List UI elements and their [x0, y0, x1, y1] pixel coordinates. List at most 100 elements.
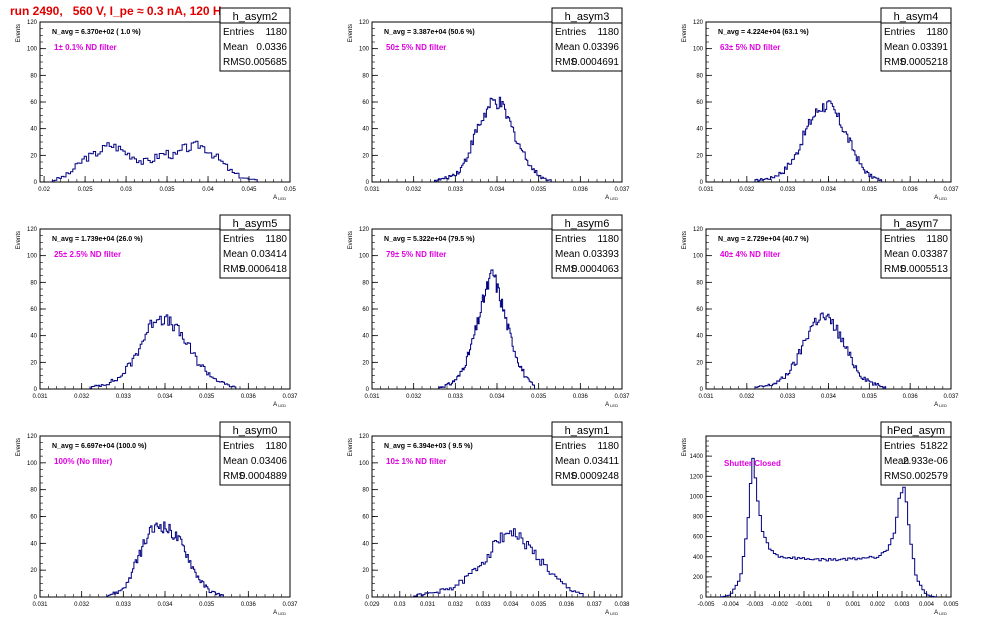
- stats-value: 2.933e-06: [903, 456, 948, 467]
- y-tick-label: 0: [34, 387, 38, 393]
- x-tick-label: 0.032: [406, 394, 422, 400]
- stats-label: RMS: [555, 57, 578, 68]
- filter-note: 50± 5% ND filter: [386, 43, 446, 52]
- x-tick-label: 0.032: [739, 187, 755, 193]
- x-tick-label: 0.037: [614, 394, 630, 400]
- stats-label: Mean: [223, 42, 248, 53]
- x-tick-label: 0.002: [870, 602, 886, 608]
- y-tick-label: 120: [27, 434, 38, 440]
- stats-value: 51822: [920, 441, 948, 452]
- y-tick-label: 0: [366, 180, 370, 186]
- y-tick-label: 40: [362, 127, 369, 133]
- y-axis-title: Events: [348, 231, 354, 249]
- stats-title: h_asym3: [565, 11, 610, 23]
- x-tick-label: 0.035: [862, 394, 878, 400]
- y-tick-label: 100: [359, 254, 370, 260]
- stats-label: RMS: [884, 471, 907, 482]
- y-tick-label: 60: [30, 100, 37, 106]
- y-tick-label: 80: [362, 73, 369, 79]
- navg-label: N_avg = 2.729e+04 (40.7 %): [718, 236, 809, 243]
- stats-box: [880, 7, 952, 72]
- y-tick-label: 20: [30, 568, 37, 574]
- x-tick-label: 0.036: [573, 187, 589, 193]
- x-tick-label: 0.035: [531, 187, 547, 193]
- y-tick-label: 100: [27, 47, 38, 53]
- stats-label: RMS: [555, 471, 578, 482]
- histogram-line: [754, 100, 883, 182]
- x-tick-label: 0.037: [614, 187, 630, 193]
- stats-value: 0.0004063: [572, 264, 620, 275]
- x-axis-title: A LED: [605, 195, 618, 201]
- stats-label: RMS: [555, 264, 578, 275]
- x-tick-label: 0.034: [821, 187, 837, 193]
- histogram-line: [106, 521, 224, 597]
- stats-value: 1180: [926, 234, 948, 245]
- x-tick-label: 0: [827, 602, 831, 608]
- y-tick-label: 1000: [690, 494, 704, 500]
- stats-value: 0.0009248: [572, 471, 620, 482]
- filter-note: 100% (No filter): [54, 457, 113, 466]
- y-tick-label: 80: [30, 280, 37, 286]
- histogram-panel-h_asym0: 0 20 40 60 80 100 120 0.031 0.032 0.033 0.034 0.035…: [16, 421, 298, 616]
- stats-title: h_asym1: [565, 425, 610, 437]
- filter-note: Shutter Closed: [724, 459, 781, 468]
- stats-label: Entries: [555, 234, 586, 245]
- stats-label: RMS: [884, 57, 907, 68]
- y-tick-label: 0: [34, 595, 38, 601]
- x-tick-label: 0.033: [448, 394, 464, 400]
- histogram-panel-h_asym2: 0 20 40 60 80 100 120 0.02 0.025 0.03 0.035 0.04 0.0…: [16, 7, 296, 201]
- y-tick-label: 0: [34, 180, 38, 186]
- y-tick-label: 80: [30, 488, 37, 494]
- x-tick-label: 0.032: [74, 394, 90, 400]
- y-tick-label: 120: [27, 20, 38, 26]
- x-tick-label: 0.032: [74, 602, 90, 608]
- navg-label: N_avg = 1.739e+04 (26.0 %): [52, 236, 143, 243]
- stats-box: [219, 214, 291, 279]
- y-tick-label: 100: [693, 47, 704, 53]
- stats-label: RMS: [223, 264, 246, 275]
- histogram-panel-h_asym4: 0 20 40 60 80 100 120 0.031 0.032 0.033 0.034 0.035…: [682, 7, 959, 201]
- y-tick-label: 60: [30, 515, 37, 521]
- x-axis-title: A LED: [934, 610, 947, 616]
- x-tick-label: 0.035: [862, 187, 878, 193]
- stats-box: [219, 421, 291, 486]
- y-tick-label: 120: [693, 227, 704, 233]
- y-tick-label: 20: [362, 360, 369, 366]
- y-tick-label: 40: [30, 127, 37, 133]
- y-tick-label: 60: [696, 307, 703, 313]
- histogram-line: [438, 269, 535, 389]
- x-tick-label: 0.004: [919, 602, 935, 608]
- stats-label: Entries: [884, 27, 915, 38]
- stats-label: Entries: [223, 27, 254, 38]
- stats-title: hPed_asym: [887, 425, 945, 437]
- y-axis-title: Events: [16, 438, 22, 456]
- x-tick-label: 0.036: [241, 394, 257, 400]
- x-tick-label: 0.003: [894, 602, 910, 608]
- stats-box: [219, 7, 291, 72]
- x-tick-label: 0.036: [559, 602, 575, 608]
- x-tick-label: 0.037: [282, 602, 298, 608]
- x-tick-label: 0.025: [78, 187, 94, 193]
- navg-label: N_avg = 5.322e+04 (79.5 %): [384, 236, 475, 243]
- histogram-line: [413, 528, 584, 597]
- y-tick-label: 60: [362, 515, 369, 521]
- x-axis-title: A LED: [273, 195, 286, 201]
- y-axis-title: Events: [348, 438, 354, 456]
- y-tick-label: 80: [362, 280, 369, 286]
- x-tick-label: 0.035: [199, 602, 215, 608]
- x-axis-title: A LED: [934, 402, 947, 408]
- y-tick-label: 0: [700, 595, 704, 601]
- x-tick-label: 0.036: [241, 602, 257, 608]
- stats-label: Mean: [884, 42, 909, 53]
- y-tick-label: 120: [359, 434, 370, 440]
- stats-label: Mean: [555, 249, 580, 260]
- navg-label: N_avg = 3.387e+04 (50.6 %): [384, 29, 475, 36]
- stats-value: 0.0006418: [240, 264, 288, 275]
- histogram-line: [89, 314, 237, 389]
- stats-value: 0.03396: [583, 42, 620, 53]
- y-tick-label: 1200: [690, 474, 704, 480]
- stats-label: Entries: [884, 441, 915, 452]
- navg-label: N_avg = 6.697e+04 (100.0 %): [52, 443, 147, 450]
- histogram-panel-h_asym5: 0 20 40 60 80 100 120 0.031 0.032 0.033 0.034 0.035…: [16, 214, 298, 408]
- y-tick-label: 120: [359, 227, 370, 233]
